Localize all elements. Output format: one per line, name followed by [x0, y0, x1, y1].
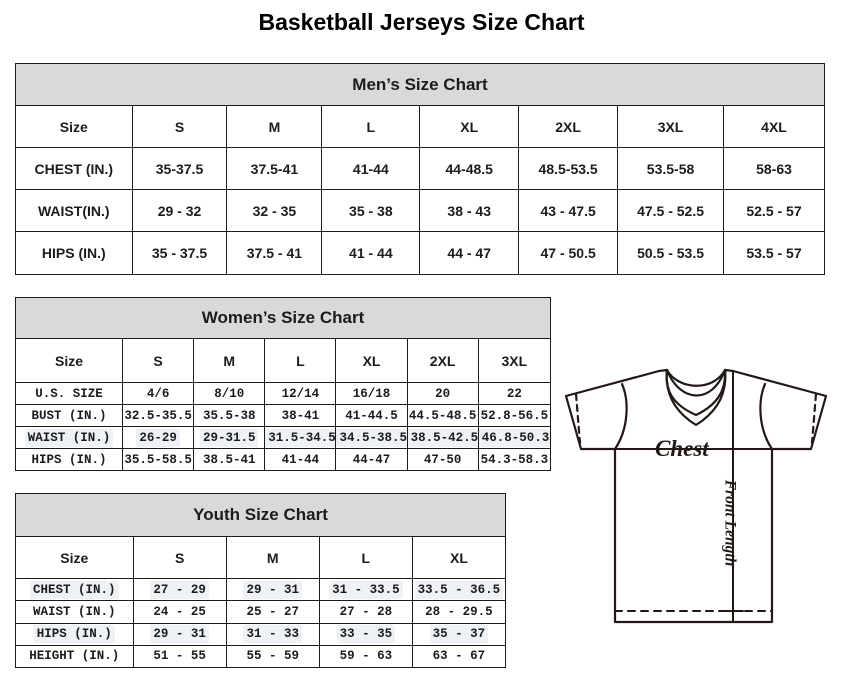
svg-text:Chest: Chest — [655, 436, 709, 461]
svg-text:Front Length: Front Length — [721, 479, 738, 567]
